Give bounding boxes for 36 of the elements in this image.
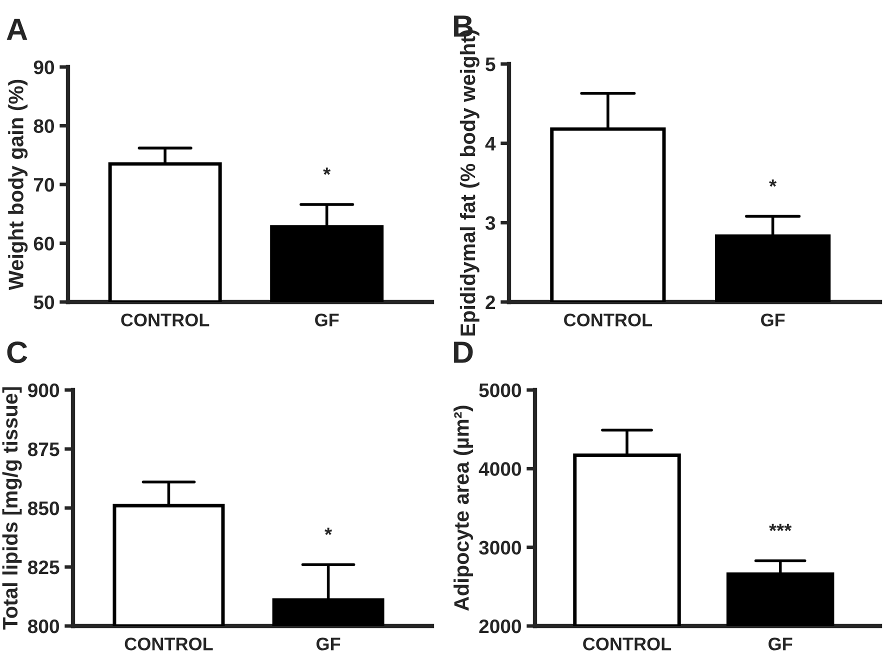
y-axis-title: Adipocyte area (µm²) xyxy=(454,406,473,611)
y-tick-label: 825 xyxy=(28,560,60,574)
y-tick-label: 90 xyxy=(34,60,54,74)
x-tick-label: CONTROL xyxy=(121,314,210,326)
x-tick-label: GF xyxy=(316,638,340,650)
chart-title: C xyxy=(7,341,28,364)
y-tick-label: 875 xyxy=(28,442,60,456)
y-tick-label: 80 xyxy=(34,119,54,133)
y-tick-label: 3 xyxy=(485,216,496,230)
x-tick-label: GF xyxy=(761,314,785,326)
annotation: * xyxy=(323,168,331,175)
annotation: * xyxy=(769,179,777,187)
y-tick-label: 60 xyxy=(34,236,54,250)
y-tick-label: 900 xyxy=(28,383,60,398)
y-axis-title: Weight body gain (%) xyxy=(8,80,28,290)
y-tick-label: 2 xyxy=(486,295,496,310)
y-tick-label: 70 xyxy=(34,178,54,192)
y-tick-label: 4 xyxy=(485,137,496,150)
chart-title: D xyxy=(454,342,473,363)
y-tick-label: 850 xyxy=(28,501,60,516)
annotation: *** xyxy=(769,524,792,532)
y-tick-label: 5000 xyxy=(479,383,522,398)
x-tick-label: CONTROL xyxy=(583,638,672,650)
y-tick-label: 3000 xyxy=(479,540,522,555)
y-tick-label: 50 xyxy=(34,295,54,310)
y-tick-label: 800 xyxy=(28,619,60,634)
chart-title: A xyxy=(6,18,28,40)
annotation: * xyxy=(324,528,332,536)
y-tick-label: 4000 xyxy=(478,462,522,476)
y-tick-label: 2000 xyxy=(479,619,522,634)
y-tick-label: 5 xyxy=(486,58,496,72)
y-axis-title: Total lipids [mg/g tissue] xyxy=(2,387,22,630)
x-tick-label: GF xyxy=(768,638,792,650)
x-tick-label: GF xyxy=(315,314,339,326)
x-tick-label: CONTROL xyxy=(564,314,652,326)
x-tick-label: CONTROL xyxy=(124,638,213,650)
